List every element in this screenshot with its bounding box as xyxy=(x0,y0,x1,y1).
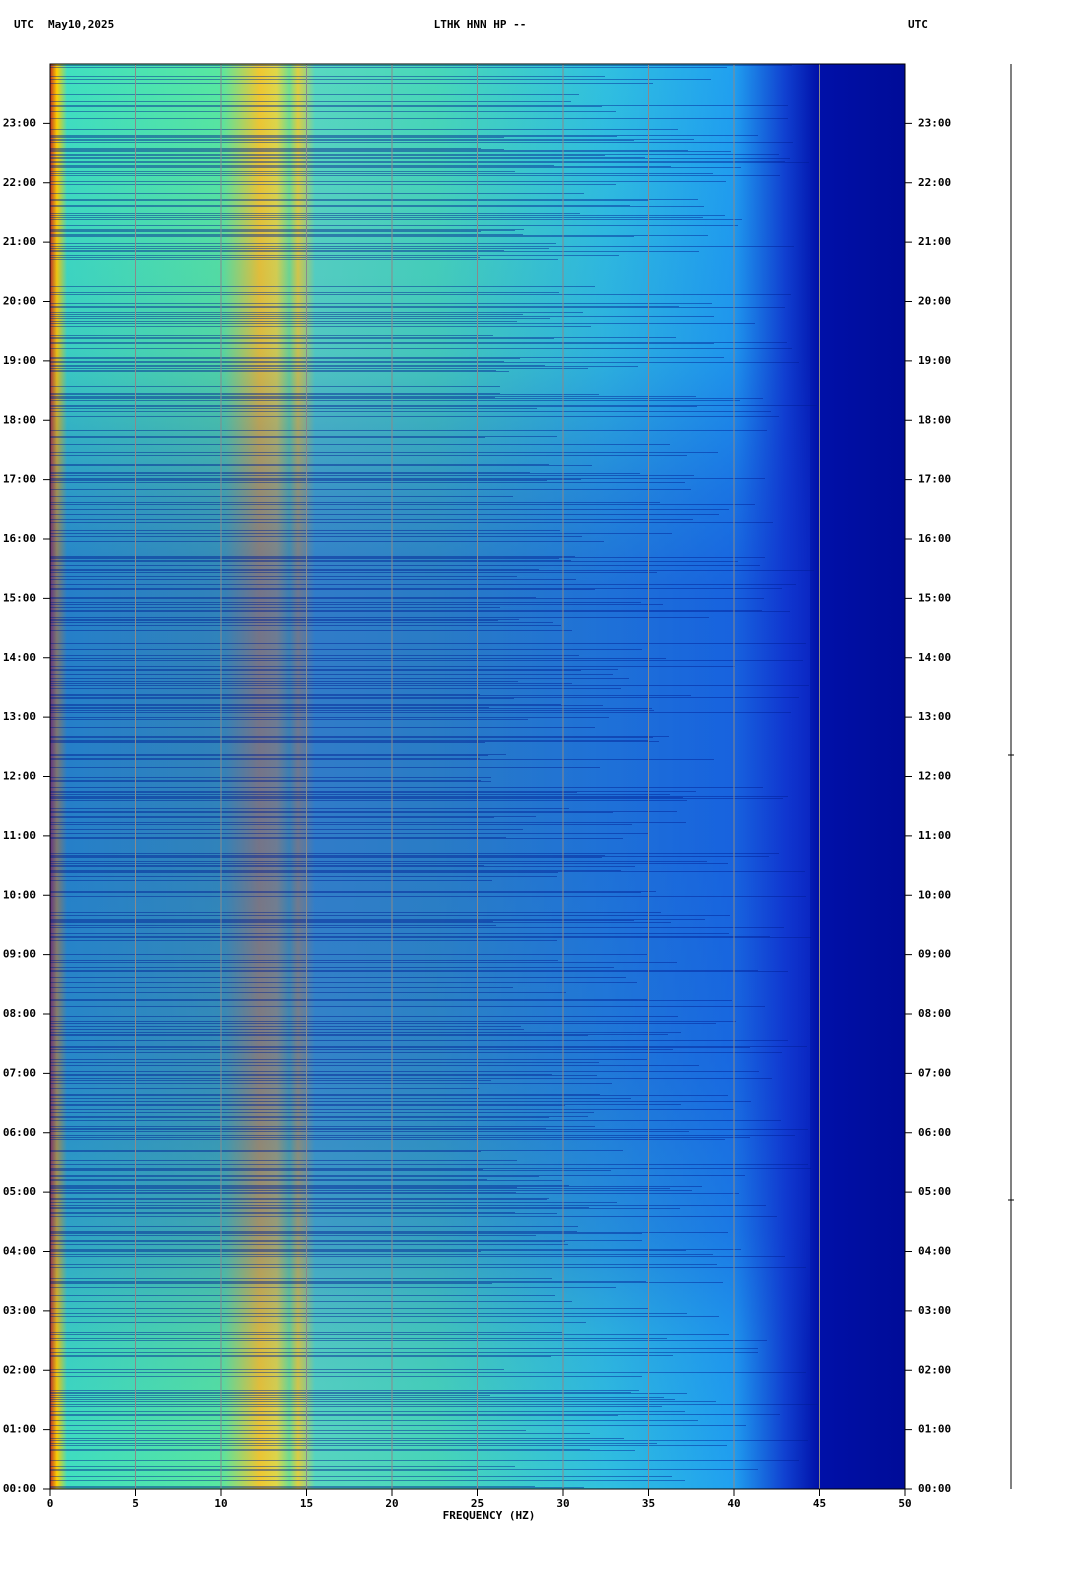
y-tick-label: 20:00 xyxy=(3,295,36,308)
y2-tick-label: 21:00 xyxy=(918,235,951,248)
y2-tick-label: 02:00 xyxy=(918,1363,951,1376)
y2-tick-label: 00:00 xyxy=(918,1482,951,1495)
x-tick-label: 30 xyxy=(556,1497,569,1510)
plot-frame xyxy=(49,63,906,1490)
y-tick-label: 07:00 xyxy=(3,1066,36,1079)
y2-tick-label: 22:00 xyxy=(918,176,951,189)
y-tick-label: 17:00 xyxy=(3,473,36,486)
x-tick-label: 5 xyxy=(132,1497,139,1510)
y-tick-label: 19:00 xyxy=(3,354,36,367)
y-tick-label: 10:00 xyxy=(3,888,36,901)
y2-tick-label: 11:00 xyxy=(918,829,951,842)
x-tick-label: 0 xyxy=(47,1497,54,1510)
x-tick-label: 15 xyxy=(300,1497,313,1510)
y-tick-label: 08:00 xyxy=(3,1007,36,1020)
y2-tick-label: 01:00 xyxy=(918,1423,951,1436)
y-tick-label: 06:00 xyxy=(3,1126,36,1139)
y-tick-label: 01:00 xyxy=(3,1423,36,1436)
y-tick-label: 03:00 xyxy=(3,1304,36,1317)
x-tick-label: 25 xyxy=(471,1497,484,1510)
y2-tick-label: 15:00 xyxy=(918,591,951,604)
y-tick-label: 05:00 xyxy=(3,1185,36,1198)
y-tick-label: 16:00 xyxy=(3,532,36,545)
x-tick-label: 40 xyxy=(727,1497,740,1510)
y2-tick-label: 23:00 xyxy=(918,116,951,129)
y2-tick-label: 05:00 xyxy=(918,1185,951,1198)
y-tick-label: 11:00 xyxy=(3,829,36,842)
x-tick-label: 10 xyxy=(214,1497,227,1510)
date: May10,2025 xyxy=(48,18,114,31)
y-tick-label: 09:00 xyxy=(3,948,36,961)
y-tick-label: 13:00 xyxy=(3,710,36,723)
chart-title: LTHK HNN HP -- xyxy=(434,18,527,31)
y2-tick-label: 16:00 xyxy=(918,532,951,545)
y-tick-label: 22:00 xyxy=(3,176,36,189)
x-tick-label: 50 xyxy=(898,1497,911,1510)
x-tick-label: 35 xyxy=(642,1497,655,1510)
y2-tick-label: 09:00 xyxy=(918,948,951,961)
y2-tick-label: 06:00 xyxy=(918,1126,951,1139)
y-tick-label: 21:00 xyxy=(3,235,36,248)
x-axis-label: FREQUENCY (HZ) xyxy=(443,1509,536,1522)
y2-tick-label: 12:00 xyxy=(918,770,951,783)
spectrogram-stripes xyxy=(50,65,818,1488)
y2-tick-label: 13:00 xyxy=(918,710,951,723)
y2-tick-label: 17:00 xyxy=(918,473,951,486)
y2-axis-label: UTC xyxy=(908,18,928,31)
y2-tick-label: 18:00 xyxy=(918,413,951,426)
y-tick-label: 12:00 xyxy=(3,770,36,783)
y2-tick-label: 08:00 xyxy=(918,1007,951,1020)
x-tick-label: 20 xyxy=(385,1497,398,1510)
y-axis-label: UTC xyxy=(14,18,34,31)
y2-tick-label: 04:00 xyxy=(918,1245,951,1258)
y2-tick-label: 03:00 xyxy=(918,1304,951,1317)
y-tick-label: 18:00 xyxy=(3,413,36,426)
y-tick-label: 14:00 xyxy=(3,651,36,664)
y2-tick-label: 07:00 xyxy=(918,1066,951,1079)
y-tick-label: 15:00 xyxy=(3,591,36,604)
y-tick-label: 23:00 xyxy=(3,116,36,129)
spectrogram-shade xyxy=(50,64,810,1489)
y-tick-label: 04:00 xyxy=(3,1245,36,1258)
y2-tick-label: 20:00 xyxy=(918,295,951,308)
y2-tick-label: 19:00 xyxy=(918,354,951,367)
x-tick-label: 45 xyxy=(813,1497,826,1510)
y-tick-label: 00:00 xyxy=(3,1482,36,1495)
y2-tick-label: 10:00 xyxy=(918,888,951,901)
y-tick-label: 02:00 xyxy=(3,1363,36,1376)
y2-tick-label: 14:00 xyxy=(918,651,951,664)
